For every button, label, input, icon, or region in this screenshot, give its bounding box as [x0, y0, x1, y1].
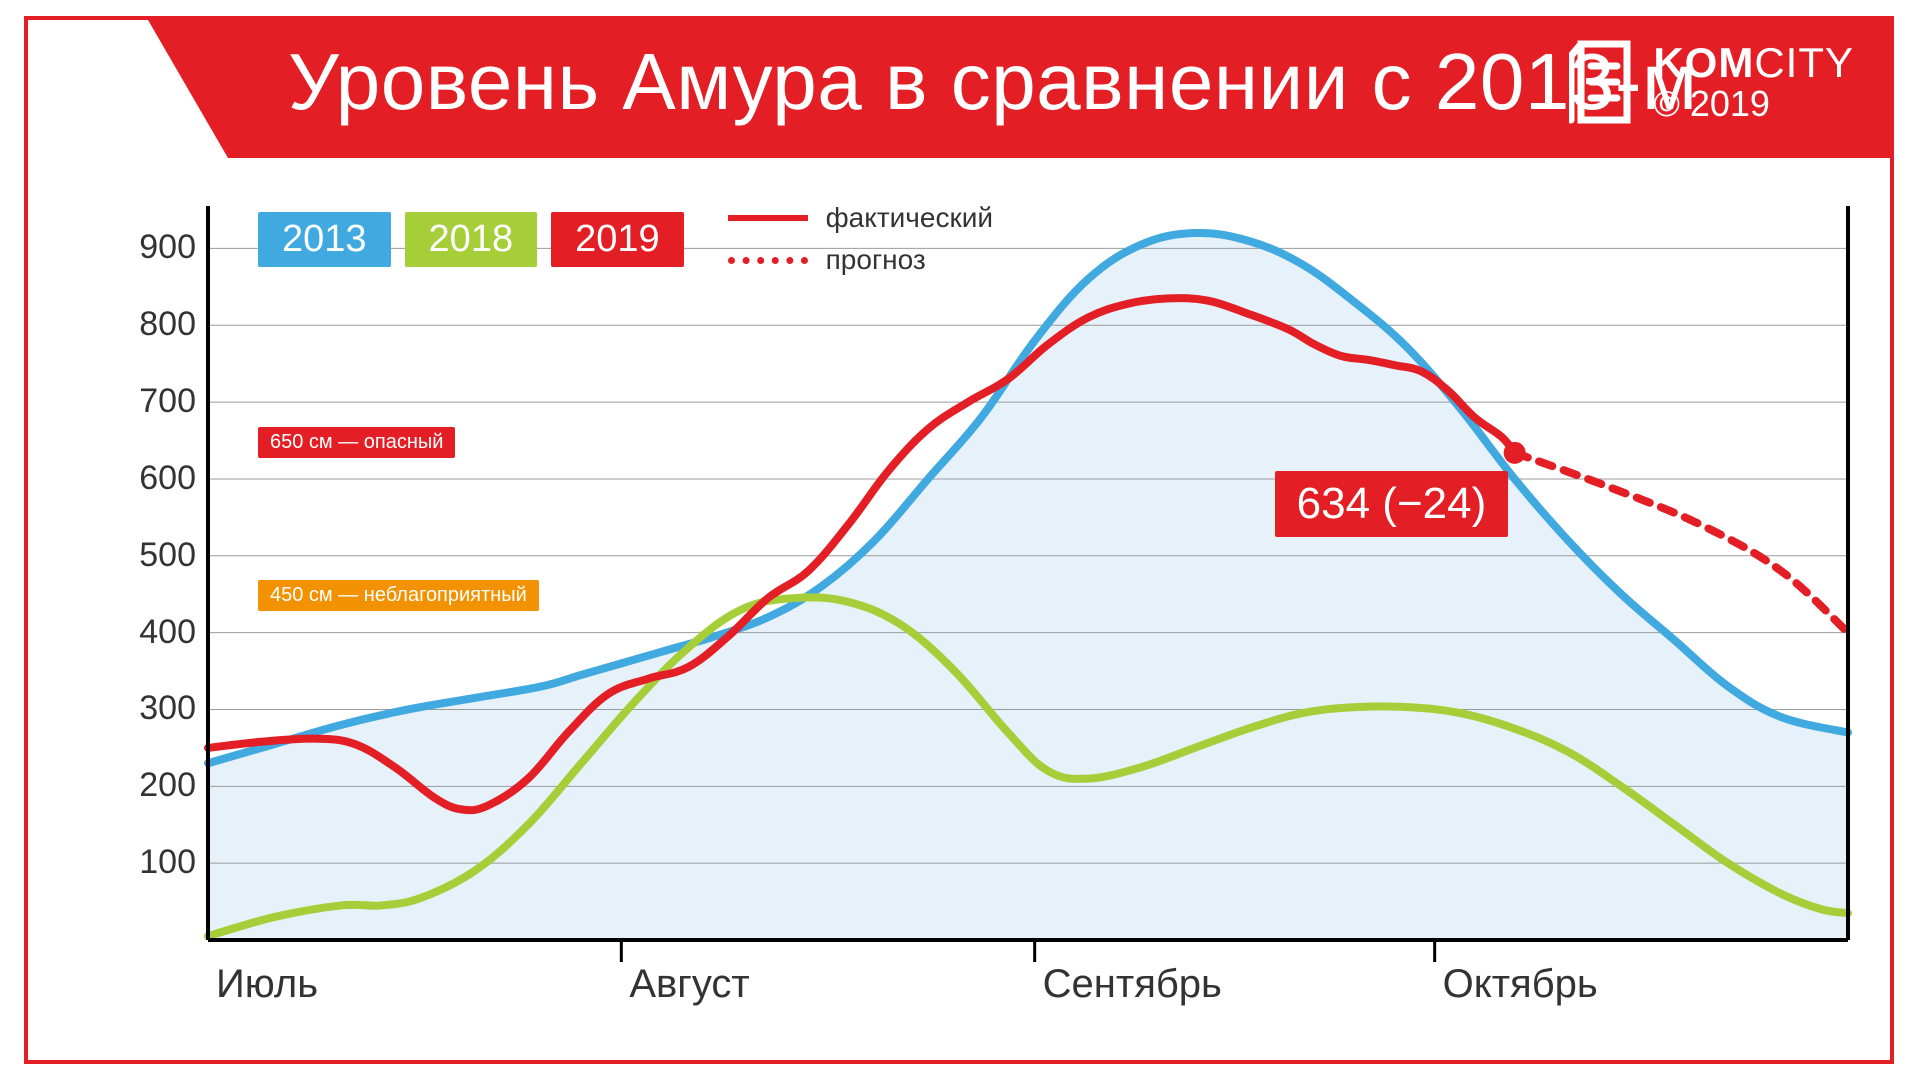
y-tick-label: 700: [126, 382, 196, 421]
legend-chip-2013: 2013: [258, 212, 391, 267]
y-tick-label: 100: [126, 843, 196, 882]
brand-copyright: © 2019: [1653, 85, 1854, 123]
y-tick-label: 200: [126, 766, 196, 805]
brand-icon: [1569, 38, 1639, 126]
y-tick-label: 600: [126, 459, 196, 498]
legend: 2013 2018 2019 фактический прогноз: [258, 202, 993, 276]
y-tick-label: 500: [126, 536, 196, 575]
y-tick-label: 400: [126, 613, 196, 652]
legend-actual-label: фактический: [826, 202, 993, 234]
danger-threshold-tag: 650 см — опасный: [258, 427, 455, 458]
brand-name: KOMCITY: [1653, 41, 1854, 85]
legend-forecast-label: прогноз: [826, 244, 926, 276]
legend-actual: фактический: [728, 202, 993, 234]
legend-forecast: прогноз: [728, 244, 993, 276]
chart-svg: [108, 200, 1868, 1040]
chart-area: 100 200 300 400 500 600 700 800 900 Июль Август Се…: [108, 200, 1868, 1040]
y-tick-label: 900: [126, 228, 196, 267]
legend-chip-2019: 2019: [551, 212, 684, 267]
current-value-callout: 634 (−24): [1275, 471, 1509, 537]
y-tick-label: 800: [126, 305, 196, 344]
header: Уровень Амура в сравнении с 2013-м годом…: [28, 20, 1890, 158]
y-tick-label: 300: [126, 689, 196, 728]
outer-frame: Уровень Амура в сравнении с 2013-м годом…: [24, 16, 1894, 1064]
x-tick-label: Сентябрь: [1043, 962, 1222, 1007]
x-tick-label: Август: [629, 962, 749, 1007]
legend-chip-2018: 2018: [405, 212, 538, 267]
brand-logo: KOMCITY © 2019: [1569, 38, 1854, 126]
x-tick-label: Июль: [216, 962, 318, 1007]
warning-threshold-tag: 450 см — неблагоприятный: [258, 580, 539, 611]
x-tick-label: Октябрь: [1443, 962, 1598, 1007]
header-triangle: [148, 20, 228, 158]
